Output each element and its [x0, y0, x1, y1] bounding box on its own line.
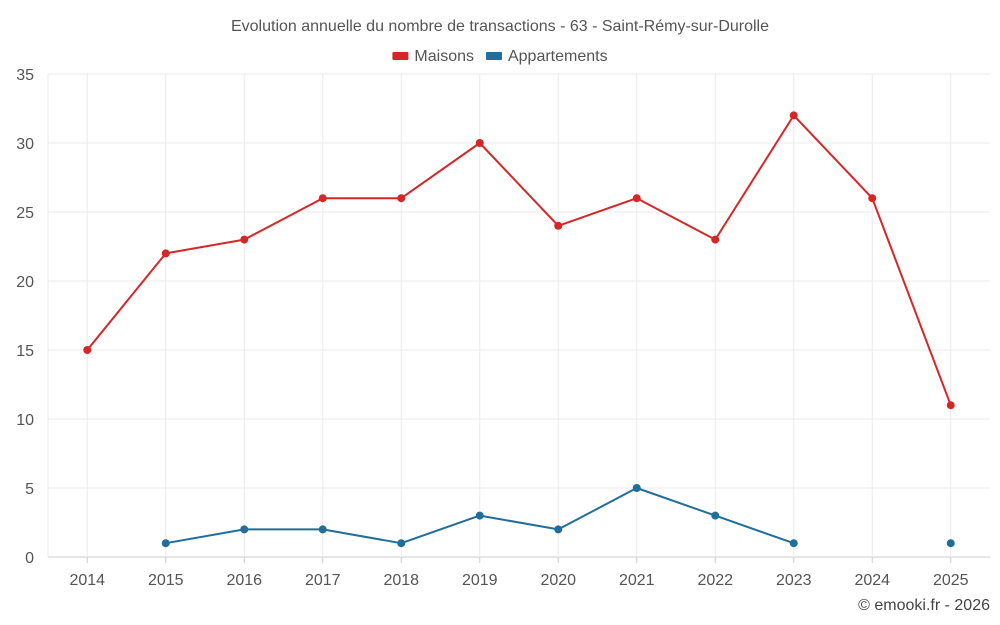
y-tick-label: 30 — [16, 136, 34, 153]
y-tick-label: 25 — [16, 205, 34, 222]
data-point-appartements-2021 — [632, 484, 641, 492]
data-point-appartements-2020 — [554, 525, 563, 534]
x-tick-label: 2016 — [226, 572, 262, 589]
series-maisons — [83, 111, 955, 410]
series-line-maisons — [86, 114, 952, 406]
data-point-maisons-2014 — [83, 346, 92, 354]
y-tick-label: 20 — [16, 274, 34, 291]
x-tick-label: 2017 — [305, 572, 341, 589]
data-point-maisons-2018 — [397, 194, 406, 203]
credit-text: © emooki.fr - 2026 — [858, 597, 990, 614]
data-point-appartements-2022 — [711, 511, 720, 520]
x-tick-label: 2018 — [383, 572, 419, 589]
x-tick-label: 2019 — [462, 572, 498, 589]
data-point-maisons-2023 — [789, 111, 798, 120]
data-point-maisons-2025 — [946, 401, 955, 410]
x-tick-label: 2025 — [933, 572, 969, 589]
x-tick-label: 2022 — [697, 572, 733, 589]
x-tick-label: 2021 — [619, 572, 655, 589]
x-tick-label: 2023 — [776, 572, 812, 589]
data-point-maisons-2017 — [318, 194, 327, 203]
x-tick-label: 2020 — [540, 572, 576, 589]
x-tick-label: 2015 — [148, 572, 184, 589]
chart-title: Evolution annuelle du nombre de transact… — [231, 18, 769, 35]
grid — [47, 73, 990, 563]
data-point-maisons-2024 — [868, 194, 877, 203]
data-point-maisons-2016 — [240, 235, 249, 244]
data-point-maisons-2019 — [475, 139, 484, 147]
y-tick-label: 35 — [16, 67, 34, 84]
y-axis: 0 5 10 15 20 25 30 35 — [16, 67, 34, 567]
series-group — [83, 111, 955, 548]
data-point-maisons-2015 — [161, 249, 170, 258]
data-point-appartements-2023 — [789, 539, 798, 548]
legend-label-maisons: Maisons — [414, 48, 474, 65]
data-point-appartements-2025 — [946, 539, 955, 548]
legend-swatch-maisons — [392, 52, 409, 60]
legend-label-appartements: Appartements — [508, 48, 608, 65]
y-tick-label: 10 — [16, 412, 34, 429]
y-tick-label: 0 — [25, 550, 34, 567]
series-appartements — [161, 484, 955, 548]
data-point-maisons-2021 — [632, 194, 641, 203]
data-point-appartements-2015 — [161, 539, 170, 548]
data-point-appartements-2018 — [397, 539, 406, 548]
legend-swatch-appartements — [485, 52, 502, 60]
y-tick-label: 15 — [16, 343, 34, 360]
legend: Maisons Appartements — [392, 48, 608, 65]
x-tick-label: 2024 — [854, 572, 890, 589]
data-point-appartements-2017 — [318, 525, 327, 534]
data-point-maisons-2020 — [554, 221, 563, 230]
data-point-appartements-2016 — [240, 525, 249, 534]
x-axis: 2014 2015 2016 2017 2018 2019 2020 2021 2022 2023… — [69, 572, 968, 589]
y-tick-label: 5 — [25, 481, 34, 498]
data-point-maisons-2022 — [711, 235, 720, 244]
x-tick-label: 2014 — [69, 572, 105, 589]
data-point-appartements-2019 — [475, 511, 484, 520]
